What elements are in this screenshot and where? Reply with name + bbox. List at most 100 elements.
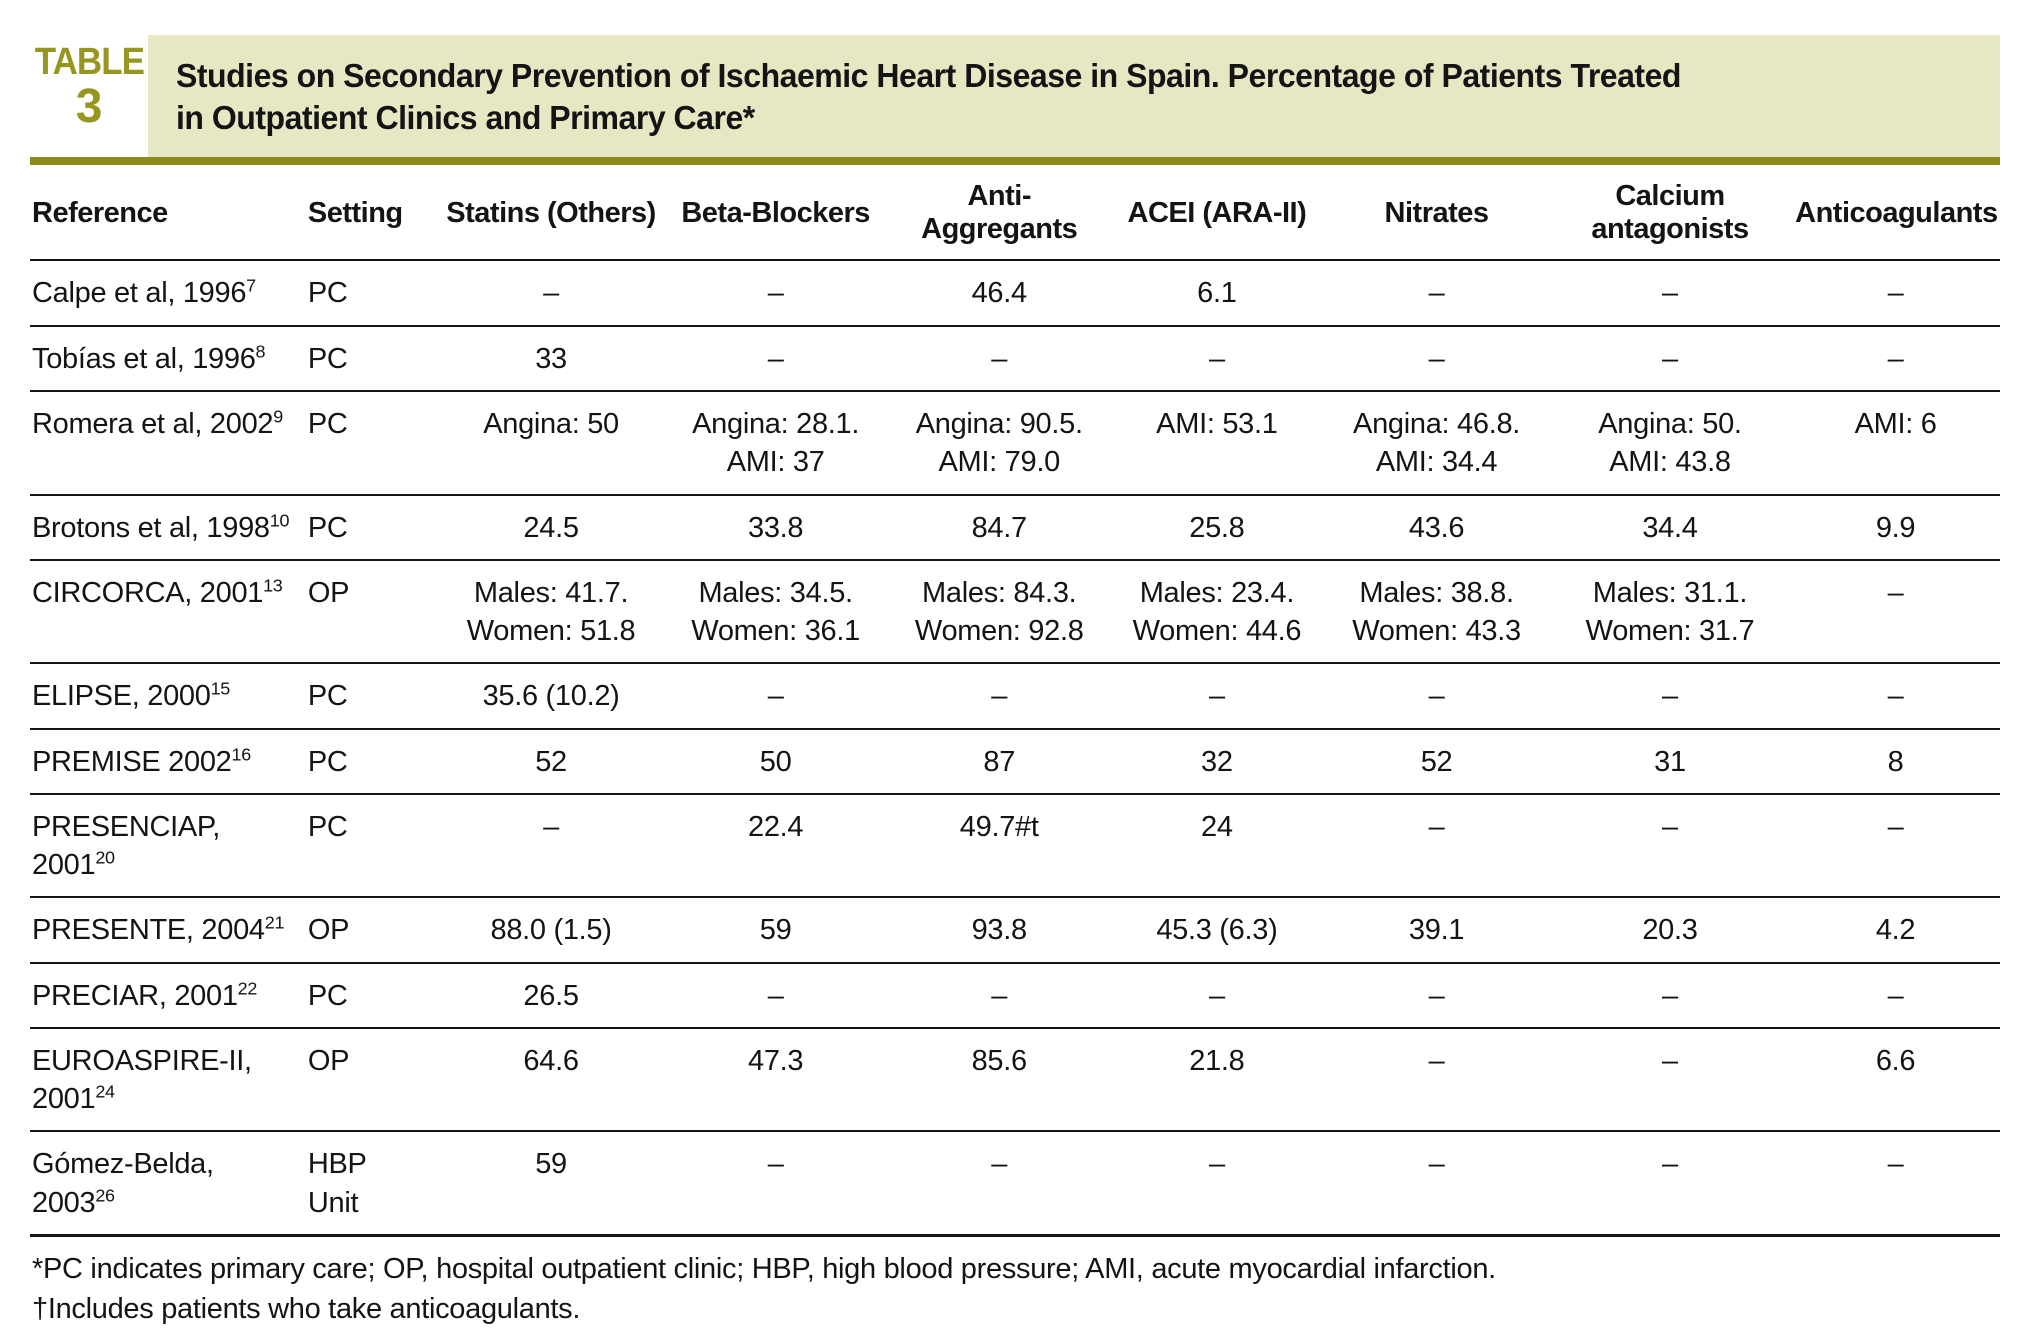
table-row: Gómez-Belda, 200326 HBP Unit 59 – – – – … <box>30 1131 2000 1235</box>
table-row: Calpe et al, 19967 PC – – 46.4 6.1 – – – <box>30 260 2000 325</box>
value-cell: Males: 41.7. Women: 51.8 <box>466 576 636 648</box>
table-row: ELIPSE, 200015 PC 35.6 (10.2) – – – – – … <box>30 663 2000 728</box>
value-cell: 49.7#t <box>959 810 1039 843</box>
value-cell: 24.5 <box>523 511 579 544</box>
table-label: TABLE 3 <box>30 35 148 157</box>
reference-sup: 7 <box>246 275 256 296</box>
value-cell: – <box>991 342 1008 375</box>
value-cell: – <box>1662 1148 1678 1181</box>
setting-cell: PC <box>307 408 348 440</box>
value-cell: 45.3 (6.3) <box>1156 914 1278 947</box>
table-header: TABLE 3 Studies on Secondary Prevention … <box>30 35 2000 158</box>
value-cell: Angina: 90.5. AMI: 79.0 <box>915 408 1083 479</box>
table-head: Reference Setting Statins (Others) Beta-Blo… <box>30 165 2000 262</box>
value-cell: 22.4 <box>748 810 804 843</box>
value-cell: – <box>1428 277 1445 310</box>
value-cell: 32 <box>1201 745 1233 778</box>
value-cell: – <box>767 277 784 310</box>
value-cell: – <box>1662 277 1678 310</box>
reference-cell: Romera et al, 20029 <box>32 406 283 440</box>
value-cell: AMI: 53.1 <box>1156 408 1278 440</box>
value-cell: 33.8 <box>748 511 804 544</box>
reference-cell: ELIPSE, 200015 <box>32 678 231 713</box>
reference-cell: Calpe et al, 19967 <box>32 275 256 310</box>
table-number: 3 <box>75 80 103 133</box>
table-label-word: TABLE <box>34 41 145 83</box>
value-cell: 93.8 <box>971 914 1028 947</box>
value-cell: – <box>1887 979 1904 1012</box>
table-row: Romera et al, 20029 PC Angina: 50 Angina… <box>30 391 2000 495</box>
reference-sup: 9 <box>273 406 283 427</box>
table-row: PREMISE 200216 PC 52 50 87 32 52 31 8 <box>30 728 2000 794</box>
reference-sup: 13 <box>263 575 283 596</box>
value-cell: 52 <box>535 745 567 778</box>
table-row: Tobías et al, 19968 PC 33 – – – – – – <box>30 325 2000 391</box>
value-cell: Angina: 28.1. AMI: 37 <box>692 408 860 479</box>
value-cell: 6.1 <box>1197 277 1237 310</box>
value-cell: – <box>991 979 1008 1012</box>
value-cell: 87 <box>983 745 1016 778</box>
value-cell: 59 <box>535 1148 567 1181</box>
value-cell: 50 <box>759 745 792 778</box>
value-cell: – <box>1887 1148 1904 1181</box>
table-title-line1: Studies on Secondary Prevention of Ischa… <box>176 57 1682 94</box>
value-cell: Males: 23.4. Women: 44.6 <box>1132 576 1302 648</box>
reference-cell: PRESENTE, 200421 <box>32 912 285 947</box>
setting-cell: OP <box>307 914 350 947</box>
value-cell: Males: 38.8. Women: 43.3 <box>1352 576 1521 648</box>
value-cell: – <box>767 342 784 375</box>
reference-sup: 15 <box>210 678 231 699</box>
setting-cell: PC <box>307 745 348 778</box>
reference-cell: Tobías et al, 19968 <box>32 341 266 375</box>
reference-sup: 22 <box>237 978 258 998</box>
footnote-asterisk: *PC indicates primary care; OP, hospital… <box>32 1252 1496 1285</box>
value-cell: 85.6 <box>971 1044 1028 1077</box>
value-cell: – <box>1662 979 1678 1012</box>
value-cell: – <box>1428 810 1445 843</box>
value-cell: 8 <box>1887 745 1904 778</box>
value-cell: 6.6 <box>1875 1044 1916 1077</box>
setting-cell: HBP Unit <box>307 1148 367 1219</box>
column-header-5: Anti-Aggregants <box>888 165 1110 262</box>
setting-cell: PC <box>307 810 348 843</box>
value-cell: Males: 84.3. Women: 92.8 <box>914 576 1084 648</box>
value-cell: – <box>1662 680 1678 713</box>
value-cell: 43.6 <box>1408 511 1465 544</box>
value-cell: – <box>1887 810 1904 843</box>
column-header-7: Nitrates <box>1324 165 1549 262</box>
setting-cell: OP <box>307 1044 350 1077</box>
value-cell: – <box>1662 810 1678 843</box>
table-row: CIRCORCA, 200113 OP Males: 41.7. Women: … <box>30 559 2000 664</box>
value-cell: 26.5 <box>523 979 579 1012</box>
value-cell: 21.8 <box>1189 1044 1245 1077</box>
setting-cell: PC <box>307 979 348 1012</box>
value-cell: Angina: 50. AMI: 43.8 <box>1598 408 1742 479</box>
reference-cell: PRESENCIAP, 200120 <box>32 810 220 882</box>
value-cell: 46.4 <box>971 277 1028 310</box>
setting-cell: PC <box>307 680 348 713</box>
setting-cell: PC <box>307 342 348 375</box>
column-header-3: Statins (Others) <box>439 165 663 262</box>
reference-sup: 21 <box>264 912 285 933</box>
value-cell: – <box>1428 342 1445 375</box>
table-row: PRESENCIAP, 200120 PC – 22.4 49.7#t 24 –… <box>30 793 2000 898</box>
value-cell: Angina: 46.8. AMI: 34.4 <box>1353 408 1521 479</box>
column-header-2: Setting <box>301 165 440 262</box>
value-cell: Angina: 50 <box>483 408 619 440</box>
table-row: EUROASPIRE-II, 200124 OP 64.6 47.3 85.6 … <box>30 1027 2000 1132</box>
reference-sup: 24 <box>95 1081 115 1102</box>
value-cell: – <box>767 680 784 713</box>
column-header-1: Reference <box>30 165 302 262</box>
value-cell: – <box>767 979 784 1012</box>
value-cell: 4.2 <box>1875 914 1916 947</box>
reference-cell: CIRCORCA, 200113 <box>32 575 283 609</box>
value-cell: 35.6 (10.2) <box>482 680 620 713</box>
column-header-8: Calcium antagonists <box>1548 165 1792 262</box>
value-cell: – <box>1208 680 1225 713</box>
value-cell: – <box>1208 342 1225 375</box>
value-cell: 39.1 <box>1408 914 1465 947</box>
footnotes: *PC indicates primary care; OP, hospital… <box>30 1249 2000 1329</box>
value-cell: – <box>991 680 1008 713</box>
value-cell: – <box>1887 342 1904 375</box>
